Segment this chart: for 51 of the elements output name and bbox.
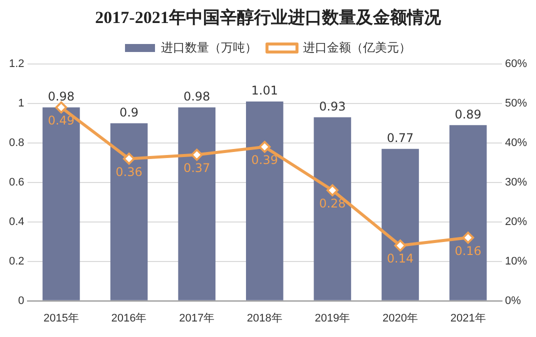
- x-tick-label: 2015年: [43, 312, 79, 324]
- y2-tick-label: 60%: [504, 58, 528, 70]
- bar: [246, 101, 284, 300]
- data-label: 0.98: [183, 90, 210, 104]
- data-label: 0.39: [251, 153, 278, 168]
- data-label: 0.98: [48, 90, 75, 104]
- y-tick-label: 1.2: [8, 58, 24, 70]
- data-label: 0.14: [386, 252, 414, 266]
- y2-tick-label: 40%: [504, 136, 528, 149]
- data-label: 0.37: [183, 160, 210, 175]
- y2-tick-label: 0%: [504, 294, 522, 307]
- y2-tick-label: 50%: [504, 98, 528, 110]
- bar: [314, 117, 352, 300]
- point: [394, 240, 406, 252]
- bar: [42, 107, 80, 300]
- data-label: 0.89: [454, 107, 482, 122]
- bar: [110, 123, 148, 300]
- data-label: 1.01: [251, 84, 278, 98]
- y-tick-label: 1: [18, 98, 24, 110]
- data-label: 0.49: [48, 114, 75, 128]
- data-label: 0.9: [119, 105, 139, 120]
- x-tick-label: 2018年: [246, 312, 282, 324]
- x-tick-label: 2019年: [314, 312, 350, 324]
- point: [462, 232, 474, 244]
- legend-label: 进口数量（万吨）: [161, 40, 257, 54]
- x-tick-label: 2017年: [179, 312, 215, 324]
- x-tick-label: 2016年: [111, 312, 147, 324]
- point: [190, 148, 203, 161]
- y2-tick-label: 30%: [504, 176, 528, 188]
- y-tick-label: 0.4: [8, 216, 24, 228]
- y2-tick-label: 20%: [504, 216, 528, 228]
- bar: [178, 107, 216, 300]
- point: [258, 140, 271, 153]
- y-tick-label: 0.2: [8, 255, 24, 268]
- y-tick-label: 0.8: [8, 136, 24, 149]
- bar: [449, 125, 487, 300]
- x-tick-label: 2021年: [450, 312, 486, 324]
- y2-tick-label: 10%: [504, 255, 528, 268]
- chart-title: 2017-2021年中国辛醇行业进口数量及金额情况: [94, 7, 442, 29]
- data-label: 0.93: [319, 99, 346, 114]
- data-label: 0.77: [386, 130, 414, 145]
- y-tick-label: 0: [18, 294, 24, 307]
- bar: [382, 148, 419, 300]
- point: [326, 184, 338, 196]
- point: [123, 152, 136, 165]
- legend-label: 进口金额（亿美元）: [303, 40, 411, 54]
- data-label: 0.16: [454, 244, 482, 258]
- point: [55, 101, 68, 114]
- y-tick-label: 0.6: [8, 176, 24, 188]
- x-tick-label: 2020年: [382, 312, 418, 324]
- data-label: 0.36: [116, 164, 142, 179]
